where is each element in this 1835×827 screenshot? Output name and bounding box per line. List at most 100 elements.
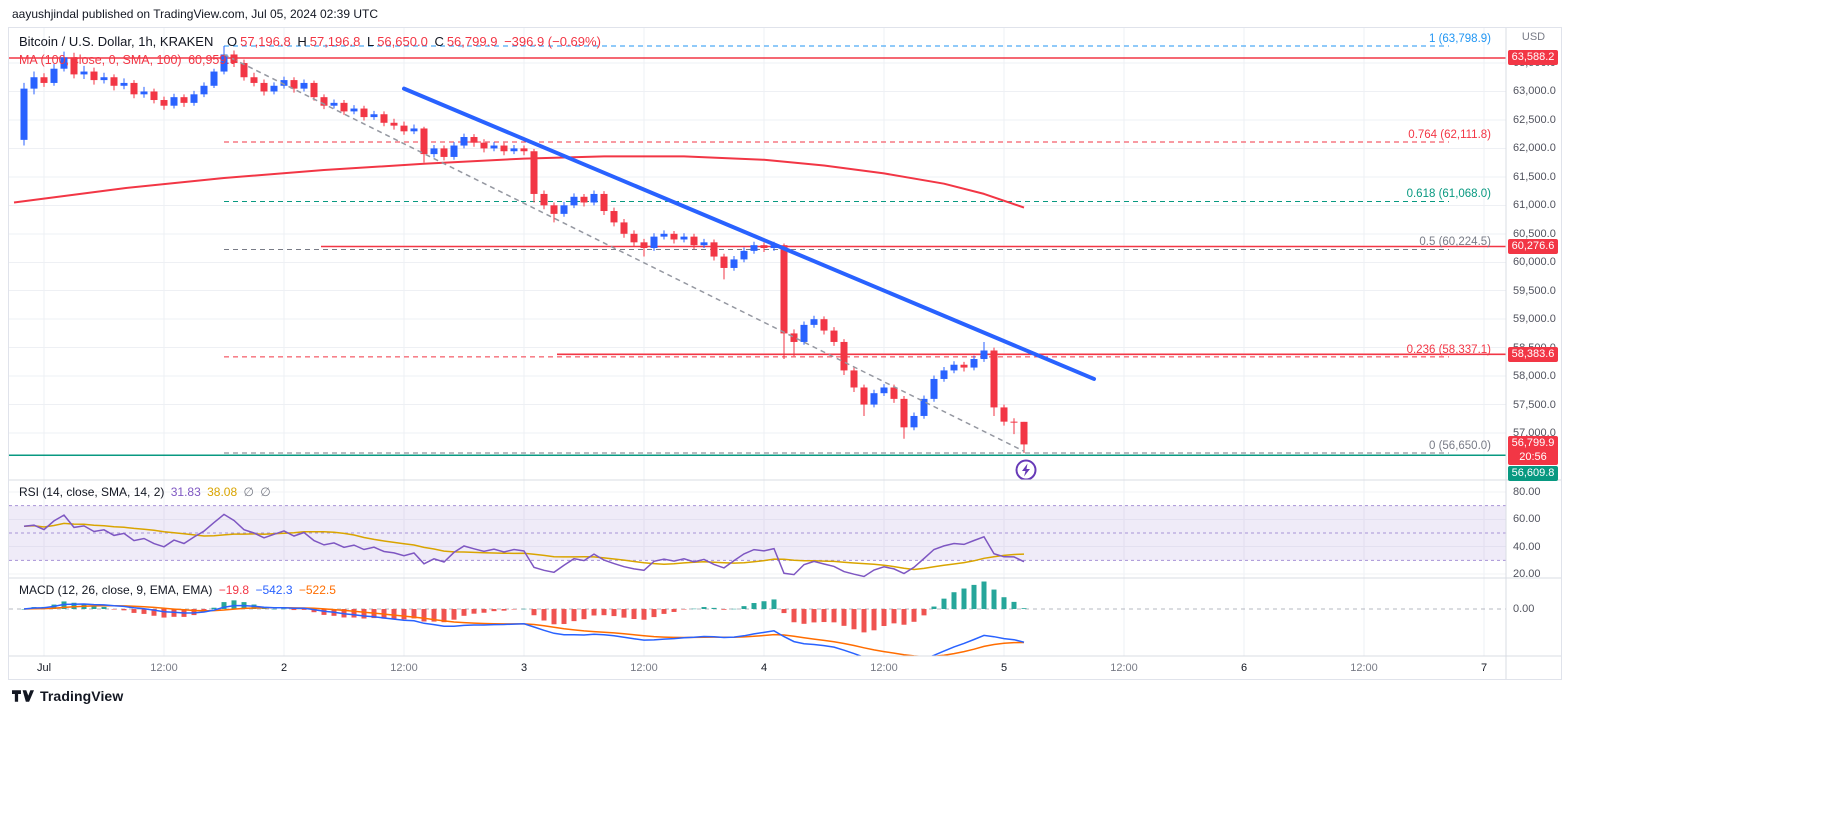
change-value: −396.9 (−0.69%) bbox=[504, 34, 601, 49]
price-axis[interactable]: USD 63,500.063,000.062,500.062,000.061,5… bbox=[1506, 28, 1561, 679]
current-price-tag: 56,799.9 20:56 bbox=[1508, 436, 1558, 466]
candle bbox=[100, 72, 108, 84]
macd-hist-bar bbox=[981, 581, 987, 609]
rsi-tick-label: 40.00 bbox=[1513, 540, 1541, 553]
price-tick-label: 60,000.0 bbox=[1513, 256, 1556, 269]
macd-hist-bar bbox=[561, 609, 567, 624]
macd-hist-bar bbox=[501, 609, 507, 611]
candle bbox=[590, 190, 598, 206]
macd-hist-bar bbox=[301, 609, 307, 610]
candle bbox=[220, 45, 228, 75]
macd-hist-bar bbox=[781, 609, 787, 614]
macd-hist-bar bbox=[521, 608, 527, 610]
candle bbox=[610, 207, 618, 227]
macd-hist-bar bbox=[961, 588, 967, 609]
macd-tick-label: 0.00 bbox=[1513, 603, 1535, 615]
candle bbox=[690, 233, 698, 250]
price-tick-label: 57,000.0 bbox=[1513, 427, 1556, 440]
rsi-pane[interactable] bbox=[9, 505, 1506, 578]
candle bbox=[970, 355, 978, 371]
candle bbox=[30, 71, 38, 95]
macd-hist-bar bbox=[641, 609, 647, 620]
candle bbox=[840, 339, 848, 375]
macd-hist-bar bbox=[611, 609, 617, 617]
time-axis-label: 12:00 bbox=[630, 662, 658, 674]
candle bbox=[490, 142, 498, 152]
rsi-tick-label: 60.00 bbox=[1513, 513, 1541, 526]
macd-hist-bar bbox=[911, 609, 917, 622]
candle bbox=[310, 80, 318, 101]
macd-hist-bar bbox=[691, 608, 697, 610]
candle bbox=[290, 77, 298, 93]
candle bbox=[1000, 404, 1008, 426]
macd-hist-bar bbox=[591, 609, 597, 616]
price-tick-label: 62,500.0 bbox=[1513, 113, 1556, 126]
candle bbox=[440, 145, 448, 161]
horizontal-lines[interactable] bbox=[9, 57, 1506, 457]
candle bbox=[280, 76, 288, 89]
rsi-null-1: ∅ bbox=[243, 485, 254, 499]
macd-hist-bar bbox=[121, 609, 127, 611]
macd-hist-bar bbox=[551, 609, 557, 625]
macd-hist-bar bbox=[751, 603, 757, 609]
macd-hist-bar bbox=[101, 606, 107, 609]
candle bbox=[820, 316, 828, 335]
price-tick-label: 57,500.0 bbox=[1513, 398, 1556, 411]
macd-hist-bar bbox=[661, 609, 667, 614]
candle bbox=[660, 230, 668, 240]
macd-pane[interactable] bbox=[9, 581, 1506, 662]
fib-retracement[interactable] bbox=[224, 45, 1449, 454]
macd-hist-bar bbox=[801, 609, 807, 624]
candle bbox=[500, 142, 508, 156]
macd-hist-bar bbox=[211, 607, 217, 609]
macd-hist-bar bbox=[651, 609, 657, 618]
candle bbox=[260, 79, 268, 96]
chart-canvas[interactable] bbox=[9, 28, 1561, 679]
macd-legend[interactable]: MACD (12, 26, close, 9, EMA, EMA) −19.8 … bbox=[19, 583, 339, 597]
macd-hist-bar bbox=[621, 609, 627, 618]
candle bbox=[870, 389, 878, 408]
macd-hist-bar bbox=[91, 605, 97, 609]
macd-hist-bar bbox=[431, 609, 437, 622]
macd-hist-bar bbox=[531, 609, 537, 616]
tradingview-logo[interactable]: TradingView bbox=[12, 688, 123, 704]
rsi-value: 31.83 bbox=[170, 485, 201, 499]
macd-hist-bar bbox=[541, 609, 547, 621]
candle bbox=[430, 144, 438, 158]
rsi-title: RSI (14, close, SMA, 14, 2) bbox=[19, 485, 165, 499]
price-tick-label: 58,000.0 bbox=[1513, 370, 1556, 383]
candle bbox=[860, 384, 868, 416]
candle bbox=[700, 238, 708, 249]
rsi-legend[interactable]: RSI (14, close, SMA, 14, 2) 31.83 38.08 … bbox=[19, 485, 274, 499]
macd-hist-bar bbox=[741, 606, 747, 609]
macd-hist-bar bbox=[831, 609, 837, 623]
macd-hist-bar bbox=[281, 608, 287, 610]
ohlc-low-value: 56,650.0 bbox=[377, 34, 428, 49]
macd-signal-value: −522.5 bbox=[298, 583, 336, 597]
macd-hist-bar bbox=[931, 606, 937, 609]
sma100-line[interactable] bbox=[13, 155, 1025, 209]
lightning-icon bbox=[1022, 463, 1030, 477]
time-axis-label: 12:00 bbox=[150, 662, 178, 674]
macd-hist-bar bbox=[361, 609, 367, 619]
macd-hist-bar bbox=[461, 609, 467, 616]
macd-hist-bar bbox=[391, 609, 397, 619]
rsi-tick-label: 20.00 bbox=[1513, 568, 1541, 580]
candle bbox=[930, 375, 938, 402]
macd-hist-bar bbox=[141, 609, 147, 614]
ma-legend[interactable]: MA (100, close, 0, SMA, 100) 60,959.9 bbox=[19, 53, 240, 67]
macd-hist-bar bbox=[411, 609, 417, 619]
macd-hist-bar bbox=[131, 609, 137, 613]
main-trendline[interactable] bbox=[402, 86, 1096, 381]
macd-hist-bar bbox=[511, 609, 517, 610]
macd-hist-bar bbox=[701, 607, 707, 609]
symbol-legend[interactable]: Bitcoin / U.S. Dollar, 1h, KRAKEN O 57,19… bbox=[19, 34, 604, 49]
candle bbox=[330, 99, 338, 109]
lightning-marker[interactable] bbox=[1015, 459, 1037, 481]
dashed-trendline[interactable] bbox=[223, 53, 1025, 452]
time-axis[interactable]: Jul 12:00 2 12:00 3 12:00 4 12:00 5 12:00 6 12:00 7 bbox=[9, 656, 1506, 679]
chart-container[interactable]: Bitcoin / U.S. Dollar, 1h, KRAKEN O 57,19… bbox=[8, 27, 1562, 680]
candle bbox=[110, 74, 118, 91]
candle bbox=[910, 412, 918, 431]
macd-hist-bar bbox=[581, 609, 587, 620]
